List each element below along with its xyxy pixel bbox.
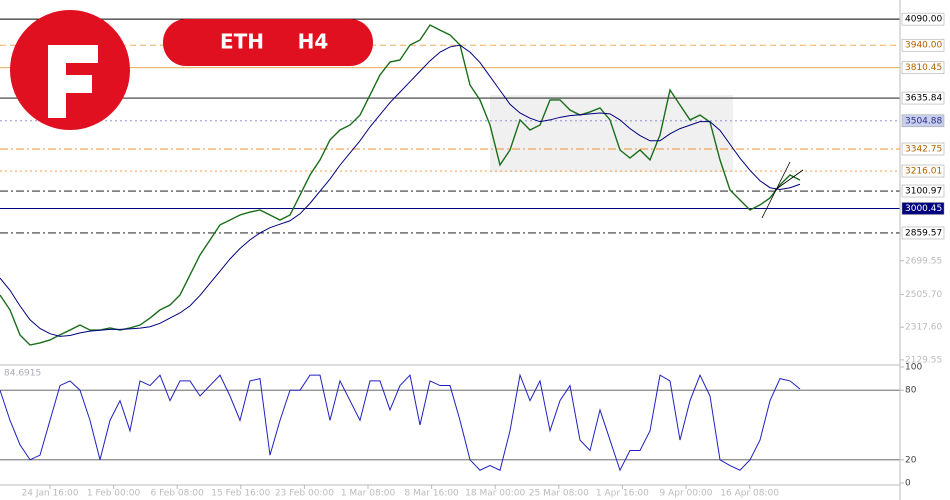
trend-line <box>774 169 804 191</box>
level-label-box <box>901 61 945 74</box>
level-label-box <box>901 184 945 198</box>
x-tick-label: 23 Feb 00:00 <box>275 489 334 499</box>
y-tick-label: 2699.55 <box>905 256 942 266</box>
x-tick-label: 1 Feb 00:00 <box>87 489 141 499</box>
trend-line <box>761 161 791 219</box>
x-tick-label: 1 Apr 16:00 <box>596 489 649 499</box>
y-tick-label: 100 <box>905 363 922 373</box>
y-tick-label: 2317.60 <box>905 323 942 333</box>
level-label: 2859.57 <box>905 228 942 238</box>
x-tick-label: 6 Feb 08:00 <box>151 489 205 499</box>
x-tick-label: 16 Apr 08:00 <box>720 489 779 499</box>
y-tick-label: 2505.70 <box>905 290 942 300</box>
symbol: ETH <box>220 30 264 54</box>
level-label-box <box>901 91 945 105</box>
logo-mark <box>48 45 98 118</box>
logo <box>10 10 130 130</box>
level-label: 4090.00 <box>905 15 942 25</box>
timeframe: H4 <box>298 30 329 54</box>
level-label: 3635.84 <box>905 94 942 104</box>
level-label-box <box>901 202 945 215</box>
level-label: 3342.75 <box>905 144 942 154</box>
series-line <box>0 373 801 472</box>
level-label: 3000.45 <box>905 204 942 214</box>
x-tick-label: 15 Feb 16:00 <box>211 489 270 499</box>
symbol-badge <box>163 19 373 66</box>
y-tick-label: 20 <box>905 455 917 465</box>
x-tick-label: 24 Jan 16:00 <box>22 489 79 499</box>
level-label-box <box>901 142 945 156</box>
x-tick-label: 9 Apr 00:00 <box>660 489 713 499</box>
x-tick-label: 18 Mar 00:00 <box>465 489 525 499</box>
plot-layer <box>0 18 900 472</box>
level-label-box <box>901 164 945 178</box>
level-label-box <box>901 38 945 52</box>
y-tick-label: 0 <box>905 479 911 489</box>
x-tick-label: 8 Mar 16:00 <box>404 489 459 499</box>
level-label: 3940.00 <box>905 41 942 51</box>
indicator-value: 84.6915 <box>4 369 41 379</box>
series-line <box>0 24 801 346</box>
level-label-box <box>901 226 945 240</box>
level-label: 3810.45 <box>905 63 942 73</box>
x-tick-label: 1 Mar 08:00 <box>341 489 396 499</box>
y-tick-label: 80 <box>905 386 917 396</box>
range-box <box>490 95 733 172</box>
level-label: 3100.97 <box>905 187 942 197</box>
level-label: 3504.88 <box>905 116 942 126</box>
x-tick-label: 25 Mar 08:00 <box>529 489 589 499</box>
y-tick-label: 2129.55 <box>905 355 942 365</box>
level-label-box <box>901 114 945 128</box>
level-label-box <box>901 12 945 26</box>
series-line <box>0 44 801 337</box>
level-label: 3216.01 <box>905 167 942 177</box>
